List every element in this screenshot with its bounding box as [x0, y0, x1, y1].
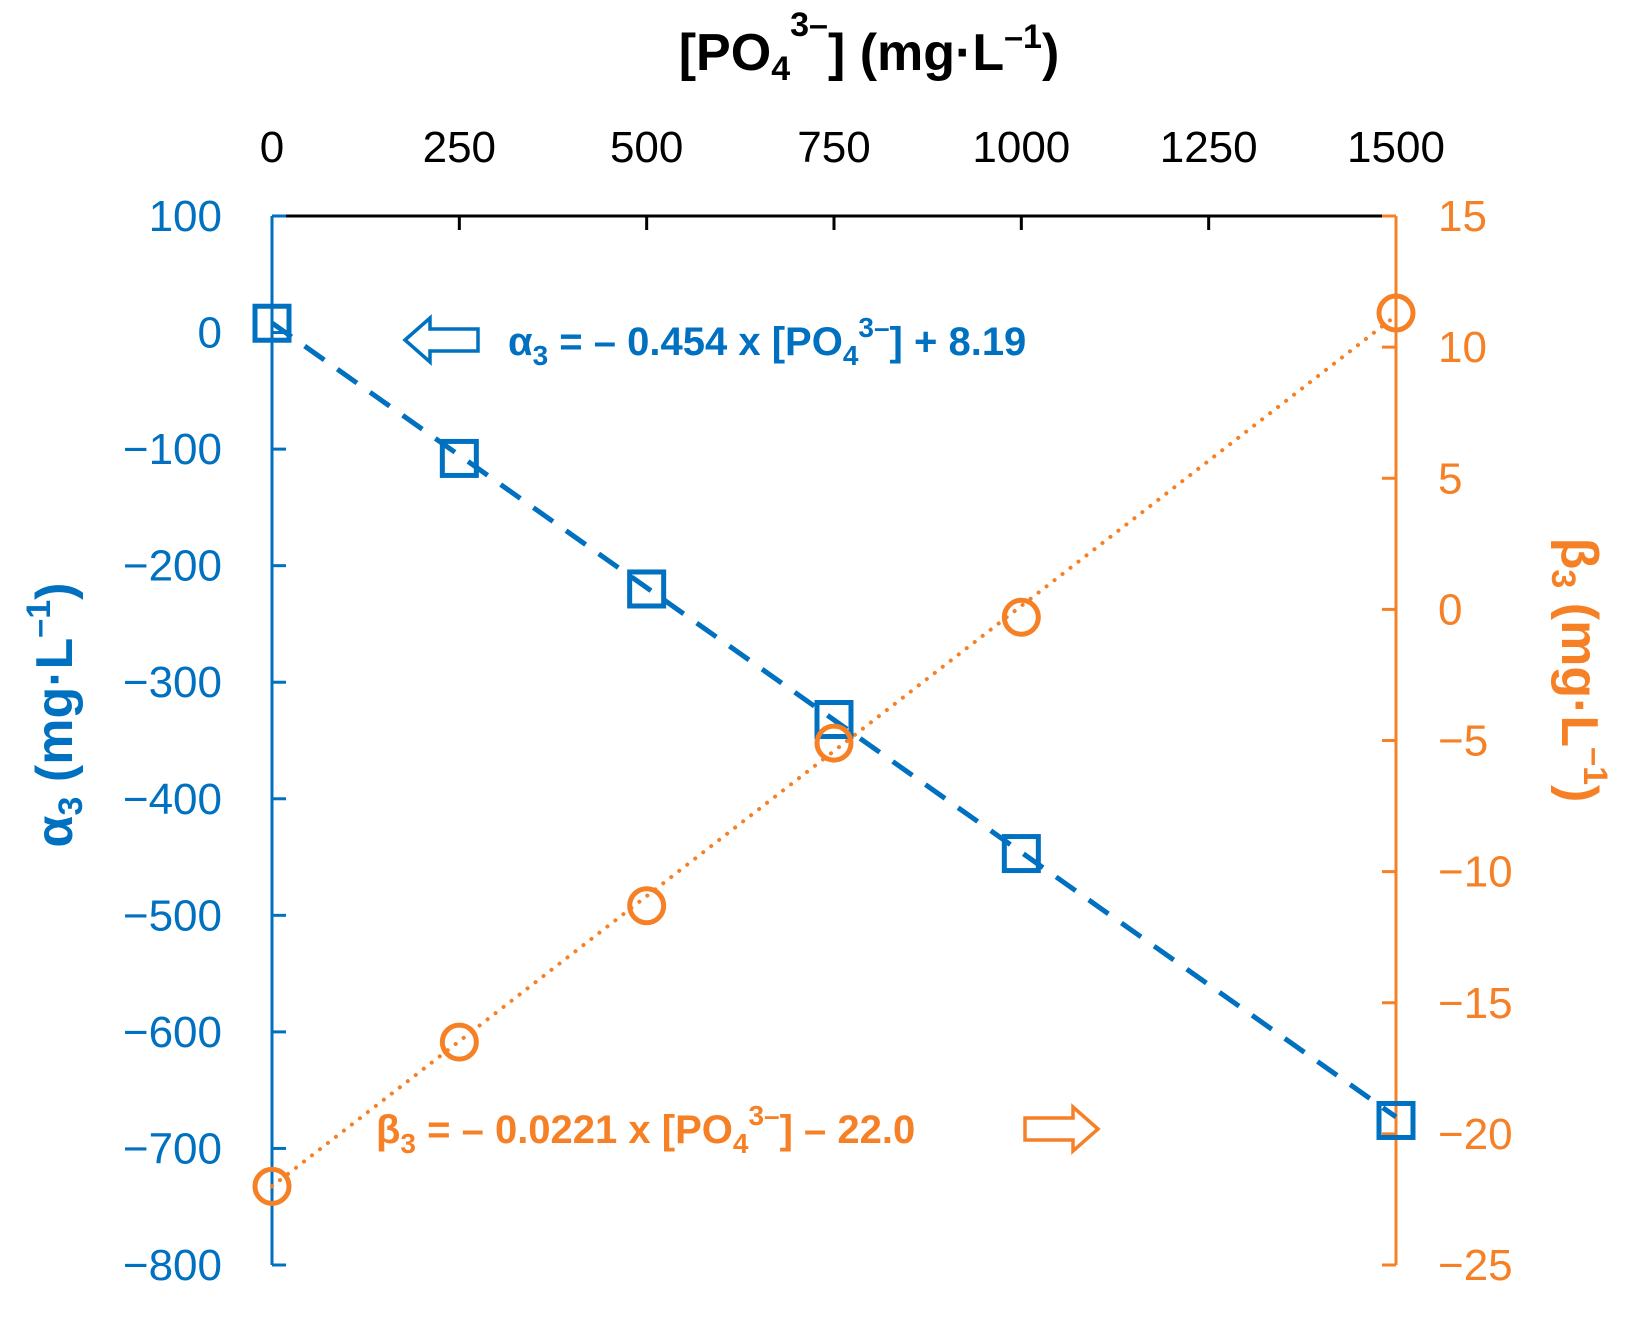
right-y-axis-title-sup: –1: [1576, 747, 1614, 785]
beta-eq-pre: β: [376, 1108, 400, 1152]
right-arrow-icon: [1023, 1103, 1101, 1155]
data-markers: [252, 293, 1416, 1206]
x-axis-title-close: ): [1042, 24, 1059, 82]
beta-circle-marker: [1376, 293, 1416, 333]
alpha-square-marker: [814, 700, 854, 740]
x-tick-label: 1000: [972, 123, 1070, 172]
alpha-eq-sub2: 4: [843, 340, 859, 371]
x-tick-label: 250: [423, 123, 496, 172]
left-y-tick-label: −500: [123, 891, 222, 940]
axes: [270, 214, 1398, 1267]
beta-circle-marker: [252, 1166, 292, 1206]
right-y-axis-title-sub: 3: [1544, 569, 1582, 588]
right-y-tick-label: −5: [1438, 717, 1488, 766]
alpha-square-marker: [1376, 1100, 1416, 1140]
x-tick-label: 0: [260, 123, 284, 172]
alpha-eq-pre: α: [508, 320, 533, 364]
right-y-tick-label: −10: [1438, 848, 1513, 897]
left-arrow-icon: [402, 314, 480, 366]
left-y-axis-title-sub: 3: [52, 797, 90, 816]
left-y-tick-label: −100: [123, 425, 222, 474]
alpha-eq-post: ] + 8.19: [890, 320, 1027, 364]
right-y-axis-title: β3 (mg·L–1): [1544, 538, 1614, 803]
beta-eq-sub: 3: [400, 1128, 416, 1159]
x-tick-label: 750: [797, 123, 870, 172]
right-y-tick-label: −15: [1438, 979, 1513, 1028]
right-y-tick-label: −25: [1438, 1241, 1513, 1290]
left-y-tick-label: −600: [123, 1008, 222, 1057]
left-y-tick-label: −300: [123, 658, 222, 707]
x-axis-title-sup: 3–: [790, 6, 828, 44]
beta-eq-post: ] – 22.0: [780, 1108, 916, 1152]
right-y-tick-label: 5: [1438, 454, 1462, 503]
x-tick-label: 1500: [1347, 123, 1445, 172]
right-y-tick-label: 0: [1438, 585, 1462, 634]
alpha-eq-sub: 3: [533, 340, 549, 371]
left-y-axis-title: α3 (mg·L–1): [20, 583, 90, 848]
right-y-tick-label: 10: [1438, 323, 1487, 372]
left-y-tick-label: −700: [123, 1124, 222, 1173]
alpha-square-marker: [627, 569, 667, 609]
x-tick-label: 1250: [1160, 123, 1258, 172]
left-y-tick-label: −800: [123, 1241, 222, 1290]
alpha-square-marker: [252, 303, 292, 343]
beta-circle-marker: [627, 886, 667, 926]
left-y-axis-title-close: ): [26, 583, 84, 600]
x-axis-title-sup2: –1: [1004, 18, 1042, 56]
right-y-axis-title-close: ): [1550, 785, 1608, 802]
alpha-trend-line: [270, 320, 1398, 1120]
left-y-tick-label: −200: [123, 542, 222, 591]
beta-eq-sub2: 4: [733, 1128, 749, 1159]
beta-circle-marker: [439, 1022, 479, 1062]
x-axis-title: [PO43–] (mg·L–1): [679, 6, 1060, 88]
beta-equation-annotation: β3 = – 0.0221 x [PO43–] – 22.0: [376, 1100, 1101, 1159]
x-axis-title-sub: 4: [771, 50, 790, 88]
alpha-equation: α3 = – 0.454 x [PO43–] + 8.19: [508, 312, 1026, 371]
left-y-tick-label: 100: [149, 192, 222, 241]
left-y-tick-label: −400: [123, 775, 222, 824]
left-y-axis-title-sup: –1: [20, 600, 58, 638]
left-y-axis-title-pre: α: [26, 815, 84, 847]
beta-equation: β3 = – 0.0221 x [PO43–] – 22.0: [376, 1100, 915, 1159]
beta-circle-marker: [1001, 597, 1041, 637]
alpha-eq-mid: = – 0.454 x [PO: [548, 320, 843, 364]
right-y-tick-label: 15: [1438, 192, 1487, 241]
alpha-square-marker: [1001, 834, 1041, 874]
left-y-axis-title-post: (mg·L: [26, 638, 84, 797]
alpha-square-marker: [439, 438, 479, 478]
alpha-eq-sup: 3–: [858, 312, 889, 343]
alpha-equation-annotation: α3 = – 0.454 x [PO43–] + 8.19: [402, 312, 1026, 371]
x-axis-title-pre: [PO: [679, 24, 771, 82]
x-axis-title-post: ] (mg·L: [828, 24, 1004, 82]
trend-lines: [270, 313, 1398, 1189]
right-y-tick-label: −20: [1438, 1110, 1513, 1159]
left-y-tick-label: 0: [198, 309, 222, 358]
right-y-axis-title-pre: β: [1550, 538, 1608, 570]
tick-labels: 0 250 500 750 1000 1250 15001000−100−200−300−4…: [123, 123, 1513, 1290]
beta-eq-mid: = – 0.0221 x [PO: [416, 1108, 733, 1152]
x-tick-label: 500: [610, 123, 683, 172]
right-y-axis-title-post: (mg·L: [1550, 588, 1608, 747]
beta-circle-marker: [814, 723, 854, 763]
beta-eq-sup: 3–: [748, 1100, 779, 1131]
